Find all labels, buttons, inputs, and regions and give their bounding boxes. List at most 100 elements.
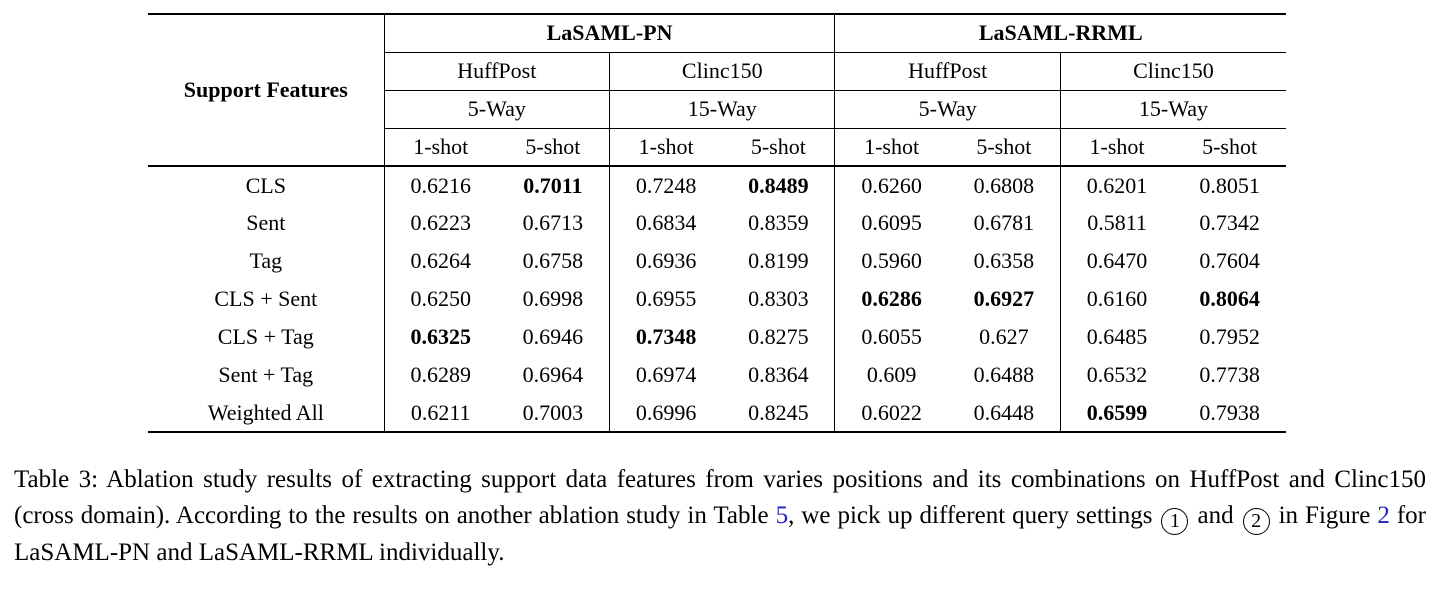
value-cell: 0.6485 <box>1086 324 1148 349</box>
way-header-rrml-huffpost: 5-Way <box>834 90 1061 129</box>
value-cell: 0.6264 <box>410 248 471 273</box>
shot-header: 1-shot <box>384 128 497 167</box>
shot-header: 5-shot <box>496 128 611 167</box>
value-cell-best: 0.8064 <box>1199 286 1260 311</box>
shot-header: 1-shot <box>609 128 723 167</box>
value-cell: 0.6834 <box>635 210 697 235</box>
way-header-pn-huffpost: 5-Way <box>384 90 611 129</box>
way-header-pn-clinc150: 15-Way <box>609 90 836 129</box>
value-cell: 0.6936 <box>635 248 697 273</box>
value-cell: 0.6470 <box>1086 248 1148 273</box>
table-row: Weighted All 0.6211 0.7003 0.6996 0.8245 0.60… <box>148 394 1286 432</box>
value-cell: 0.6448 <box>947 394 1061 432</box>
value-cell: 0.6358 <box>947 242 1061 280</box>
circled-number: 1 <box>1161 508 1189 535</box>
shot-header: 5-shot <box>1173 128 1286 167</box>
table-row: CLS + Sent 0.6250 0.6998 0.6955 0.8303 0.6286… <box>148 280 1286 318</box>
caption-text: , we pick up different query settings <box>788 502 1160 529</box>
value-cell: 0.6946 <box>496 318 611 356</box>
value-cell: 0.6758 <box>496 242 611 280</box>
feature-label: CLS + Sent <box>148 280 385 318</box>
value-cell: 0.6955 <box>635 286 697 311</box>
value-cell: 0.6250 <box>410 286 471 311</box>
way-header-rrml-clinc150: 15-Way <box>1060 90 1286 129</box>
value-cell-best: 0.8489 <box>722 166 836 204</box>
value-cell: 0.6964 <box>496 356 611 394</box>
value-cell: 0.7003 <box>496 394 611 432</box>
value-cell: 0.6055 <box>861 324 922 349</box>
value-cell: 0.8364 <box>722 356 836 394</box>
feature-label: CLS + Tag <box>148 318 385 356</box>
value-cell-best: 0.7348 <box>635 324 697 349</box>
value-cell: 0.8303 <box>722 280 836 318</box>
value-cell: 0.8359 <box>722 204 836 242</box>
group-header-lasaml-rrml: LaSAML-RRML <box>834 14 1286 53</box>
value-cell: 0.8051 <box>1199 172 1260 198</box>
dataset-header-pn-huffpost: HuffPost <box>384 52 611 91</box>
value-cell: 0.6095 <box>861 210 922 235</box>
shot-header: 1-shot <box>834 128 948 167</box>
table-row: Tag 0.6264 0.6758 0.6936 0.8199 0.5960 0.6358 0… <box>148 242 1286 280</box>
dataset-header-rrml-huffpost: HuffPost <box>834 52 1061 91</box>
shot-header: 5-shot <box>722 128 836 167</box>
feature-label: Tag <box>148 242 385 280</box>
value-cell: 0.6974 <box>635 362 697 387</box>
circled-number: 2 <box>1242 508 1270 535</box>
value-cell: 0.5960 <box>861 248 922 273</box>
value-cell: 0.6223 <box>410 210 471 235</box>
table-row: CLS 0.6216 0.7011 0.7248 0.8489 0.6260 0.6808 0… <box>148 166 1286 204</box>
value-cell: 0.6713 <box>496 204 611 242</box>
reference-link[interactable]: 5 <box>775 502 789 529</box>
value-cell: 0.8199 <box>722 242 836 280</box>
value-cell: 0.6488 <box>947 356 1061 394</box>
value-cell: 0.6808 <box>947 166 1061 204</box>
results-table-container: Support Features LaSAML-PN LaSAML-RRML H… <box>148 13 1286 433</box>
value-cell: 0.7938 <box>1199 399 1260 425</box>
table-header: Support Features LaSAML-PN LaSAML-RRML H… <box>148 14 1286 167</box>
table-body: CLS 0.6216 0.7011 0.7248 0.8489 0.6260 0.6808 0… <box>148 166 1286 432</box>
value-cell: 0.5811 <box>1087 210 1147 235</box>
value-cell: 0.8275 <box>722 318 836 356</box>
value-cell-best: 0.6286 <box>861 286 922 311</box>
table-caption: Table 3: Ablation study results of extra… <box>14 462 1426 571</box>
value-cell: 0.6211 <box>410 399 471 425</box>
value-cell: 0.6216 <box>410 172 471 198</box>
value-cell: 0.7738 <box>1199 362 1260 387</box>
value-cell: 0.627 <box>947 318 1061 356</box>
table-row: Sent + Tag 0.6289 0.6964 0.6974 0.8364 0.609 0… <box>148 356 1286 394</box>
value-cell: 0.8245 <box>722 394 836 432</box>
value-cell: 0.7604 <box>1199 248 1260 273</box>
shot-header: 5-shot <box>947 128 1061 167</box>
dataset-header-pn-clinc150: Clinc150 <box>609 52 836 91</box>
value-cell: 0.7248 <box>635 172 697 198</box>
value-cell: 0.7342 <box>1199 210 1260 235</box>
value-cell: 0.6160 <box>1086 286 1148 311</box>
value-cell: 0.6201 <box>1086 172 1148 198</box>
feature-label: Weighted All <box>148 394 385 432</box>
reference-link[interactable]: 2 <box>1377 502 1390 529</box>
table-row: Sent 0.6223 0.6713 0.6834 0.8359 0.6095 0.6781… <box>148 204 1286 242</box>
value-cell: 0.6998 <box>496 280 611 318</box>
dataset-header-row: HuffPost Clinc150 HuffPost Clinc150 <box>148 52 1286 91</box>
value-cell-best: 0.6599 <box>1086 399 1148 425</box>
feature-label: CLS <box>148 166 385 204</box>
results-table: Support Features LaSAML-PN LaSAML-RRML H… <box>148 13 1286 433</box>
caption-text: Table 3: Ablation study results of extra… <box>14 466 1426 529</box>
value-cell: 0.7952 <box>1199 324 1260 349</box>
feature-label: Sent + Tag <box>148 356 385 394</box>
value-cell-best: 0.7011 <box>496 166 611 204</box>
value-cell: 0.6260 <box>861 172 922 198</box>
shot-header: 1-shot <box>1060 128 1174 167</box>
group-header-lasaml-pn: LaSAML-PN <box>384 14 836 53</box>
caption-text: for LaSAML-PN and LaSAML-RRML individual… <box>14 502 1426 566</box>
way-header-row: 5-Way 15-Way 5-Way 15-Way <box>148 90 1286 129</box>
value-cell-best: 0.6325 <box>410 324 471 349</box>
value-cell: 0.6996 <box>635 399 697 425</box>
caption-text: and <box>1190 502 1241 529</box>
shot-header-row: 1-shot 5-shot 1-shot 5-shot 1-shot 5-sho… <box>148 128 1286 167</box>
value-cell: 0.6781 <box>947 204 1061 242</box>
caption-text: in Figure <box>1271 502 1378 529</box>
value-cell: 0.6289 <box>410 362 471 387</box>
feature-label: Sent <box>148 204 385 242</box>
